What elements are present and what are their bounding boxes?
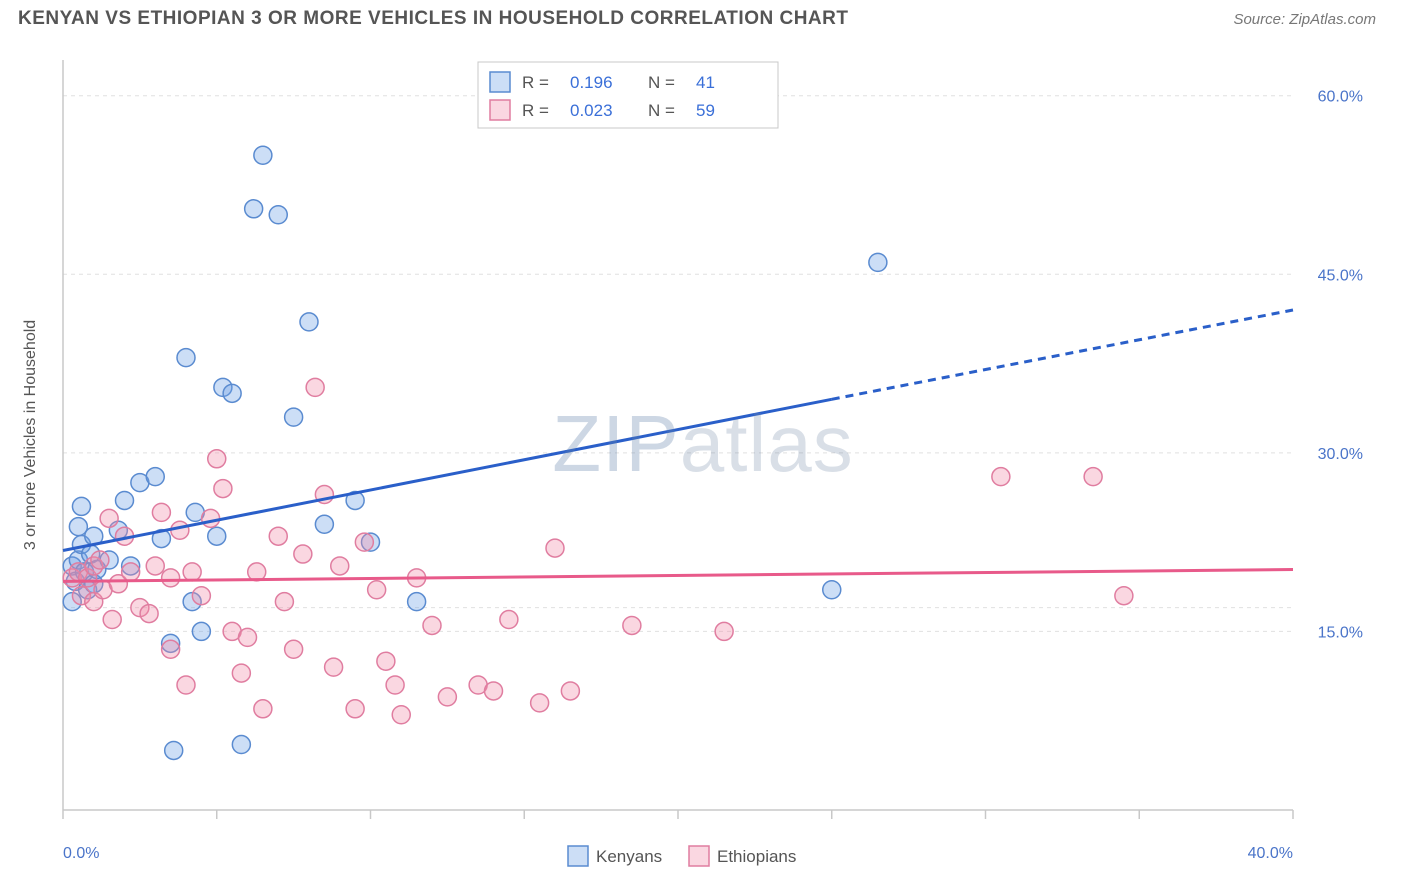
svg-text:R =: R =: [522, 101, 549, 120]
svg-text:45.0%: 45.0%: [1318, 267, 1363, 284]
svg-text:0.0%: 0.0%: [63, 845, 99, 862]
svg-text:0.023: 0.023: [570, 101, 613, 120]
svg-text:Ethiopians: Ethiopians: [717, 847, 796, 866]
svg-text:0.196: 0.196: [570, 73, 613, 92]
source-label: Source: ZipAtlas.com: [1233, 11, 1376, 28]
svg-text:N =: N =: [648, 73, 675, 92]
svg-text:40.0%: 40.0%: [1248, 845, 1293, 862]
svg-text:3 or more Vehicles in Househol: 3 or more Vehicles in Household: [22, 320, 39, 550]
scatter-chart: 0.0% 40.0% 15.0% 30.0% 45.0% 60.0% 3 or more V…: [18, 40, 1388, 882]
svg-text:59: 59: [696, 101, 715, 120]
svg-text:15.0%: 15.0%: [1318, 624, 1363, 641]
svg-text:60.0%: 60.0%: [1318, 89, 1363, 106]
chart-title: KENYAN VS ETHIOPIAN 3 OR MORE VEHICLES I…: [18, 8, 848, 30]
svg-text:N =: N =: [648, 101, 675, 120]
svg-text:Kenyans: Kenyans: [596, 847, 662, 866]
svg-text:R =: R =: [522, 73, 549, 92]
svg-text:30.0%: 30.0%: [1318, 446, 1363, 463]
svg-text:41: 41: [696, 73, 715, 92]
chart-container: 0.0% 40.0% 15.0% 30.0% 45.0% 60.0% 3 or more V…: [18, 40, 1388, 882]
